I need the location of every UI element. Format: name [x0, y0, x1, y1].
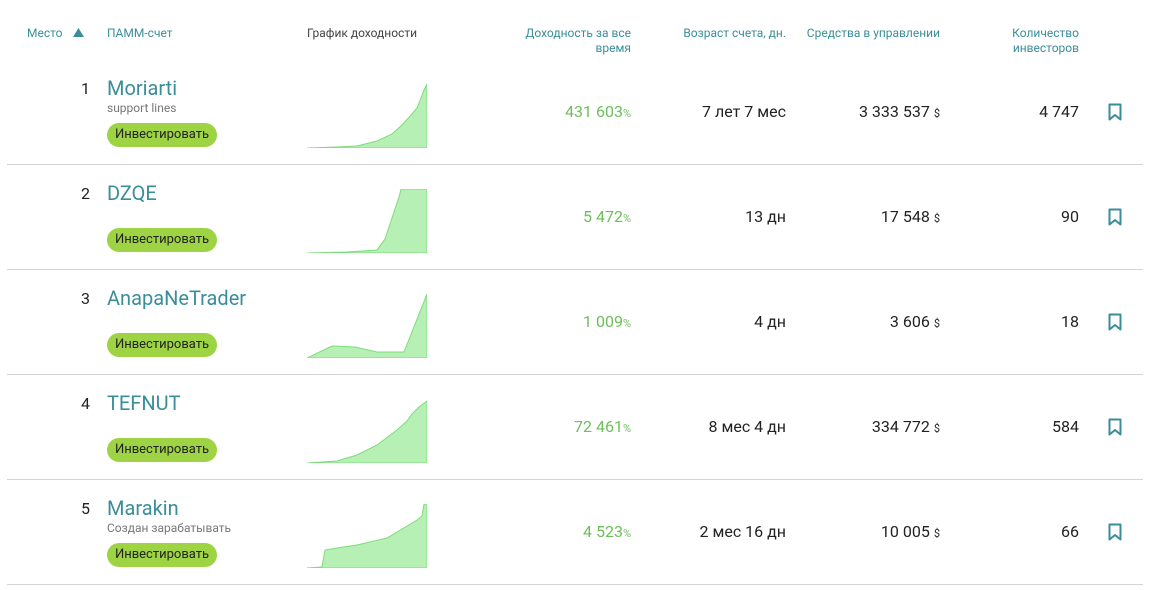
funds-value: 17 548	[880, 207, 930, 226]
return: 4 523%	[583, 522, 631, 541]
return: 1 009%	[583, 312, 631, 331]
funds-value: 334 772	[871, 417, 930, 436]
invest-button[interactable]: Инвестировать	[107, 438, 217, 462]
funds: 334 772 $	[872, 417, 940, 436]
header-chart: График доходности	[307, 26, 418, 40]
return-value: 1 009	[583, 312, 623, 331]
account-name[interactable]: Moriarti	[107, 76, 178, 100]
funds-unit: $	[933, 107, 940, 120]
sparkline-area	[307, 400, 427, 463]
header-rank[interactable]: Место	[27, 26, 63, 40]
funds: 3 606 $	[890, 312, 940, 331]
bookmark-icon[interactable]	[1108, 313, 1122, 331]
investors: 18	[1061, 312, 1079, 331]
sparkline	[307, 400, 427, 463]
rank: 2	[81, 184, 90, 203]
invest-button[interactable]: Инвестировать	[107, 123, 217, 147]
return-unit: %	[622, 107, 631, 120]
header-investors[interactable]: Количество инвесторов	[1012, 26, 1079, 55]
sparkline-area	[307, 504, 427, 568]
rank: 3	[81, 289, 90, 308]
funds-value: 3 333 537	[858, 102, 930, 121]
account-subtitle: Создан зарабатывать	[107, 521, 232, 535]
row-divider	[7, 269, 1143, 270]
sparkline	[307, 294, 427, 358]
return: 5 472%	[583, 207, 631, 226]
account-name[interactable]: DZQE	[107, 181, 157, 205]
funds: 17 548 $	[881, 207, 940, 226]
account-name[interactable]: TEFNUT	[107, 391, 181, 415]
age: 8 мес 4 дн	[708, 417, 787, 436]
invest-button[interactable]: Инвестировать	[107, 543, 217, 567]
sparkline	[307, 504, 427, 568]
investors: 584	[1052, 417, 1079, 436]
funds-unit: $	[933, 527, 940, 540]
header-age[interactable]: Возраст счета, дн.	[683, 26, 786, 40]
return-value: 431 603	[565, 102, 623, 121]
investors: 66	[1061, 522, 1079, 541]
sparkline-area	[307, 294, 427, 358]
invest-button[interactable]: Инвестировать	[107, 333, 217, 357]
account-name[interactable]: AnapaNeTrader	[107, 286, 247, 310]
funds: 3 333 537 $	[859, 102, 940, 121]
rank: 4	[81, 394, 90, 413]
age: 4 дн	[754, 312, 786, 331]
sort-icon[interactable]	[73, 28, 84, 37]
funds-unit: $	[933, 212, 940, 225]
return-value: 4 523	[583, 522, 623, 541]
invest-button[interactable]: Инвестировать	[107, 228, 217, 252]
age: 2 мес 16 дн	[699, 522, 787, 541]
row-divider	[7, 479, 1143, 480]
bookmark-icon[interactable]	[1108, 103, 1122, 121]
row-divider	[7, 584, 1143, 585]
bookmark-icon[interactable]	[1108, 418, 1122, 436]
funds: 10 005 $	[881, 522, 940, 541]
return-value: 5 472	[583, 207, 623, 226]
return-unit: %	[622, 317, 631, 330]
return: 431 603%	[565, 102, 631, 121]
funds-value: 10 005	[880, 522, 930, 541]
sparkline-area	[307, 189, 427, 253]
bookmark-icon[interactable]	[1108, 208, 1122, 226]
return: 72 461%	[574, 417, 631, 436]
sparkline	[307, 84, 427, 148]
rank: 5	[81, 499, 90, 518]
row-divider	[7, 164, 1143, 165]
investors: 90	[1061, 207, 1079, 226]
age: 7 лет 7 мес	[702, 102, 786, 121]
return-unit: %	[622, 527, 631, 540]
account-subtitle: support lines	[107, 101, 177, 115]
funds-value: 3 606	[889, 312, 930, 331]
header-funds[interactable]: Средства в управлении	[806, 26, 940, 40]
rank: 1	[81, 79, 90, 98]
sparkline	[307, 189, 427, 253]
funds-unit: $	[933, 317, 940, 330]
return-value: 72 461	[574, 417, 623, 436]
sparkline-area	[307, 84, 427, 148]
return-unit: %	[622, 212, 631, 225]
header-return[interactable]: Доходность за все время	[525, 26, 631, 55]
account-name[interactable]: Marakin	[107, 496, 179, 520]
header-name: ПАММ-счет	[107, 26, 173, 40]
funds-unit: $	[933, 422, 940, 435]
row-divider	[7, 374, 1143, 375]
investors: 4 747	[1039, 102, 1079, 121]
bookmark-icon[interactable]	[1108, 523, 1122, 541]
age: 13 дн	[745, 207, 786, 226]
return-unit: %	[622, 422, 631, 435]
